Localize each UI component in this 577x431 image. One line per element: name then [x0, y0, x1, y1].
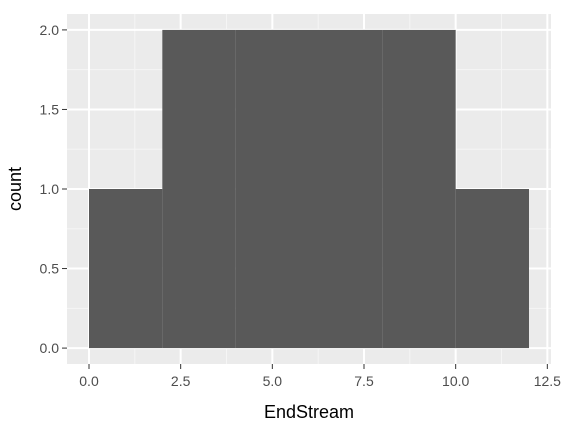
- y-tick-label: 0.5: [40, 261, 60, 277]
- x-tick-label: 12.5: [534, 373, 561, 389]
- y-tick-label: 1.5: [40, 101, 60, 117]
- y-axis-ticks: 0.0 0.5 1.0 1.5 2.0: [40, 22, 67, 356]
- x-tick-label: 10.0: [442, 373, 469, 389]
- histogram-bar: [382, 29, 456, 349]
- histogram-bar: [309, 29, 383, 349]
- y-tick-label: 2.0: [40, 22, 60, 38]
- histogram-bar: [89, 189, 163, 349]
- x-tick-label: 5.0: [263, 373, 283, 389]
- x-tick-label: 7.5: [354, 373, 374, 389]
- histogram-bar: [235, 29, 309, 349]
- histogram-bar: [455, 189, 529, 349]
- y-tick-label: 1.0: [40, 181, 60, 197]
- x-tick-label: 2.5: [171, 373, 191, 389]
- y-tick-label: 0.0: [40, 340, 60, 356]
- x-axis-ticks: 0.0 2.5 5.0 7.5 10.0 12.5: [79, 364, 561, 389]
- x-axis-title: EndStream: [264, 402, 354, 422]
- x-tick-label: 0.0: [79, 373, 99, 389]
- histogram-bar: [162, 29, 236, 349]
- histogram-bars: [89, 29, 529, 349]
- y-axis-title: count: [5, 167, 25, 211]
